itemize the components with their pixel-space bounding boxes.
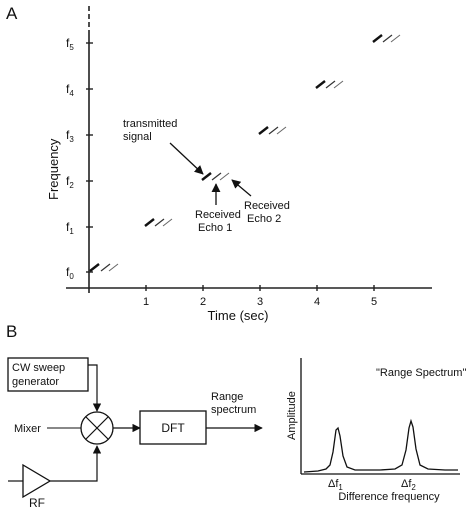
y-tick-f2: f2 bbox=[66, 174, 74, 190]
echo2-segment bbox=[219, 172, 230, 181]
cw-sweep-generator-box bbox=[7, 357, 89, 392]
x-tick-5: 5 bbox=[371, 296, 377, 308]
rf-label: RF bbox=[29, 496, 45, 510]
y-tick-f4: f4 bbox=[66, 82, 74, 98]
panel-b-label: B bbox=[6, 322, 17, 341]
annotation-echo1: Received Echo 1 bbox=[195, 209, 244, 234]
range-spectrum-output-label: Range spectrum bbox=[211, 391, 256, 416]
annotation-echo2: Received Echo 2 bbox=[244, 200, 293, 225]
x-tick-2: 2 bbox=[200, 296, 206, 308]
dft-label: DFT bbox=[161, 421, 185, 435]
dft-box bbox=[139, 410, 207, 445]
peak-label-df1: Δf1 bbox=[328, 478, 343, 492]
mixer-label: Mixer bbox=[14, 423, 41, 435]
arrow-echo2 bbox=[231, 179, 252, 197]
generator-to-mixer-line bbox=[88, 364, 102, 412]
y-tick-f5: f5 bbox=[66, 36, 74, 52]
x-axis-label: Time (sec) bbox=[208, 308, 269, 323]
peak-label-df2: Δf2 bbox=[401, 478, 416, 492]
arrow-transmitted bbox=[169, 142, 204, 175]
chirp-step-f1 bbox=[144, 218, 173, 227]
y-tick-f1: f1 bbox=[66, 220, 74, 236]
spectrum-curve bbox=[303, 418, 458, 473]
panel-a-label: A bbox=[6, 4, 18, 23]
cw-sweep-generator-label: CW sweep generator bbox=[12, 362, 68, 388]
rf-to-mixer-line bbox=[50, 445, 102, 482]
mixer-cross-2 bbox=[85, 416, 109, 440]
transmitted-segment bbox=[201, 172, 212, 181]
chirp-step-f0 bbox=[89, 263, 119, 272]
x-tick-marks bbox=[145, 285, 375, 291]
x-tick-3: 3 bbox=[257, 296, 263, 308]
spectrum-title: "Range Spectrum" bbox=[376, 367, 466, 379]
x-tick-1: 1 bbox=[143, 296, 149, 308]
spectrum-y-label: Amplitude bbox=[286, 391, 298, 440]
chirp-step-f3 bbox=[258, 126, 287, 135]
y-tick-marks bbox=[86, 42, 93, 273]
x-tick-4: 4 bbox=[314, 296, 320, 308]
y-tick-f0: f0 bbox=[66, 265, 74, 281]
chirp-step-f2 bbox=[201, 172, 230, 181]
chirp-step-f4 bbox=[315, 80, 344, 89]
y-axis-label: Frequency bbox=[46, 138, 61, 200]
y-tick-f3: f3 bbox=[66, 128, 74, 144]
annotation-transmitted: transmitted signal bbox=[123, 118, 180, 143]
spectrum-x-label: Difference frequency bbox=[338, 491, 440, 503]
chirp-step-f5 bbox=[372, 34, 401, 43]
rf-amplifier-symbol bbox=[22, 463, 52, 499]
echo1-segment bbox=[211, 172, 222, 181]
